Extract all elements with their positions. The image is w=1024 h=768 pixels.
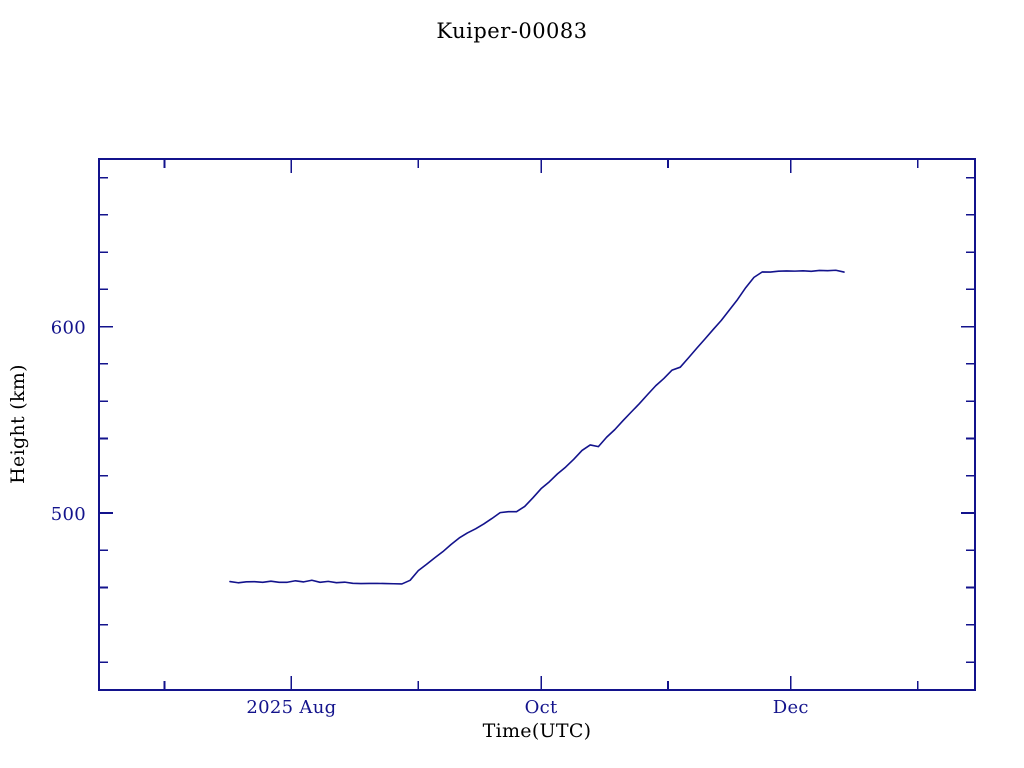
series-line-height: [229, 269, 845, 585]
x-axis-tick-labels: 2025 Aug Oct Dec: [246, 697, 808, 718]
y-axis-title: Height (km): [7, 364, 29, 484]
x-tick-label: 2025 Aug: [246, 697, 336, 718]
data-series-group: [229, 269, 845, 585]
y-axis-ticks: [99, 176, 975, 663]
y-axis-tick-labels: 600 500: [51, 318, 86, 525]
y-tick-label: 600: [51, 318, 86, 339]
x-axis-ticks: [163, 159, 919, 690]
y-tick-label: 500: [51, 504, 86, 525]
chart-title: Kuiper-00083: [436, 19, 587, 43]
x-axis-title: Time(UTC): [483, 720, 592, 742]
x-tick-label: Dec: [773, 697, 809, 718]
x-tick-label: Oct: [525, 697, 558, 718]
